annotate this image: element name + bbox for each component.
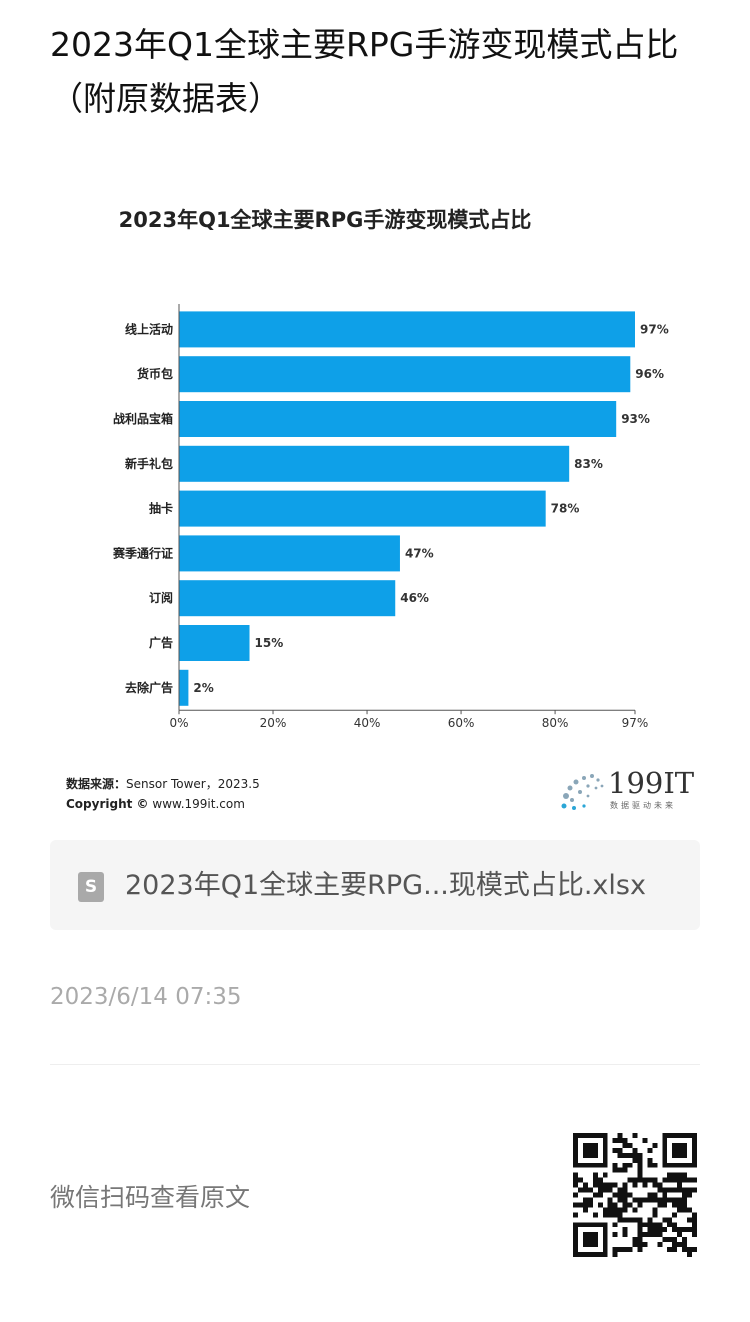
copyright-text: www.199it.com — [152, 797, 245, 811]
spreadsheet-file-icon: S — [78, 872, 104, 902]
value-label: 96% — [635, 367, 664, 381]
x-tick-label: 40% — [354, 716, 381, 730]
bar — [179, 490, 546, 527]
category-label: 战利品宝箱 — [113, 411, 173, 426]
bar — [179, 401, 617, 437]
logo-text: 199IT — [608, 766, 695, 800]
timestamp: 2023/6/14 07:35 — [50, 984, 242, 1010]
199it-logo: 199IT 数据驱动未来 — [558, 766, 698, 814]
bar — [179, 669, 189, 706]
category-label: 去除广告 — [125, 680, 173, 695]
bar — [179, 311, 635, 348]
attachment-name: 2023年Q1全球主要RPG...现模式占比.xlsx — [125, 870, 646, 901]
bar — [179, 445, 570, 482]
qr-code-icon[interactable] — [573, 1133, 697, 1257]
qr-label: 微信扫码查看原文 — [50, 1183, 251, 1212]
logo-burst-icon — [561, 774, 604, 810]
x-tick-label: 20% — [260, 716, 287, 730]
source-text: Sensor Tower，2023.5 — [126, 777, 260, 791]
value-label: 78% — [551, 502, 580, 516]
bar — [179, 580, 396, 617]
bar — [179, 625, 250, 661]
category-label: 广告 — [149, 635, 173, 650]
category-label: 新手礼包 — [125, 456, 173, 471]
chart-card: 2023年Q1全球主要RPG手游变现模式占比线上活动 97% 货币包 96% 战利品宝箱… — [50, 190, 700, 830]
attachment-card[interactable]: S 2023年Q1全球主要RPG...现模式占比.xlsx — [50, 840, 700, 930]
divider — [50, 1064, 700, 1065]
logo-subtitle: 数据驱动未来 — [610, 801, 676, 810]
source-note: 数据来源：Sensor Tower，2023.5 Copyright © www… — [66, 774, 260, 814]
page-title: 2023年Q1全球主要RPG手游变现模式占比（附原数据表） — [50, 25, 679, 118]
value-label: 2% — [193, 681, 213, 695]
value-label: 15% — [255, 636, 284, 650]
x-tick-label: 0% — [169, 716, 188, 730]
value-label: 97% — [640, 322, 669, 336]
chart-title: 2023年Q1全球主要RPG手游变现模式占比 — [119, 208, 532, 232]
value-label: 47% — [405, 546, 434, 560]
value-label: 46% — [400, 591, 429, 605]
category-label: 货币包 — [137, 366, 173, 381]
x-tick-label: 97% — [622, 716, 649, 730]
value-label: 83% — [574, 457, 603, 471]
category-label: 线上活动 — [125, 321, 173, 336]
value-label: 93% — [621, 412, 650, 426]
x-tick-label: 60% — [448, 716, 475, 730]
category-label: 抽卡 — [149, 501, 173, 516]
bar — [179, 356, 631, 393]
bar — [179, 535, 400, 572]
x-tick-label: 80% — [542, 716, 569, 730]
category-label: 订阅 — [149, 590, 173, 605]
source-label: 数据来源： — [66, 777, 127, 791]
category-label: 赛季通行证 — [112, 545, 173, 560]
copyright-label: Copyright © — [66, 797, 149, 811]
